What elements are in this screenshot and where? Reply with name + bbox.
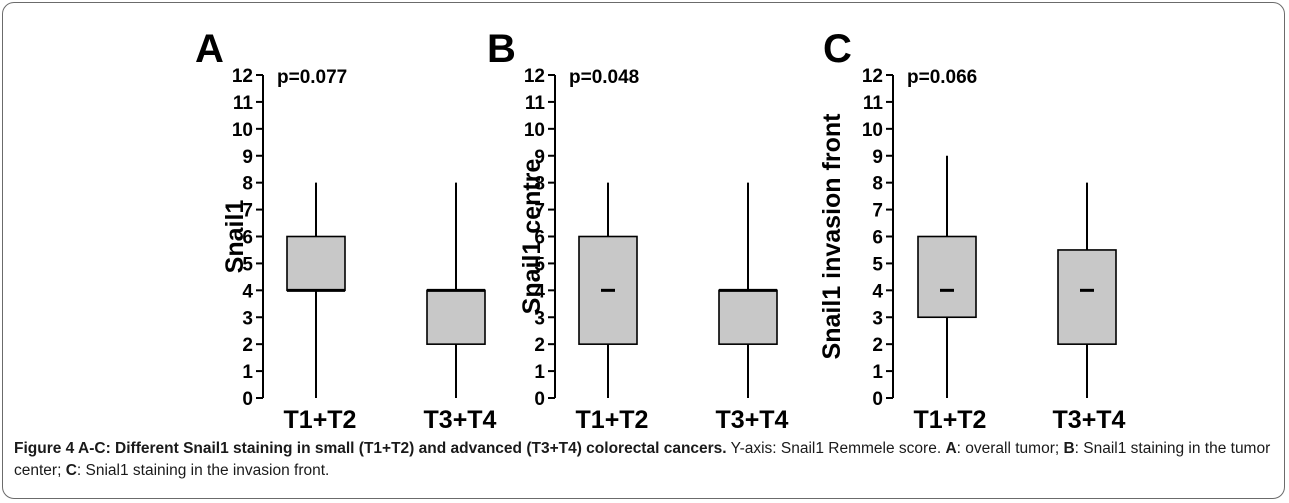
category-label: T3+T4: [716, 406, 789, 430]
category-label: T3+T4: [1053, 406, 1126, 430]
category-label: T1+T2: [576, 406, 649, 430]
caption-label-a: A: [945, 440, 957, 457]
y-tick-label: 2: [242, 335, 253, 356]
y-tick-label: 3: [242, 308, 253, 329]
y-tick-label: 11: [525, 93, 546, 114]
y-tick-label: 11: [863, 93, 884, 114]
y-tick-label: 0: [534, 389, 545, 410]
y-tick-label: 1: [242, 362, 253, 383]
y-tick-label: 8: [534, 174, 545, 195]
y-tick-label: 6: [242, 228, 253, 249]
p-value-annotation: p=0.066: [907, 67, 977, 88]
y-tick-label: 12: [524, 66, 545, 87]
y-tick-label: 10: [524, 120, 545, 141]
y-tick-label: 8: [872, 174, 883, 195]
y-tick-label: 10: [232, 120, 253, 141]
y-tick-label: 9: [534, 147, 545, 168]
category-label: T1+T2: [284, 406, 357, 430]
caption-label-b: B: [1063, 440, 1075, 457]
y-tick-label: 7: [534, 201, 545, 222]
y-tick-label: 6: [534, 228, 545, 249]
y-tick-label: 5: [872, 254, 883, 275]
y-axis-label: Snail1 invasion front: [818, 113, 846, 360]
y-tick-label: 9: [242, 147, 253, 168]
y-tick-label: 0: [242, 389, 253, 410]
y-tick-label: 8: [242, 174, 253, 195]
caption-text-a: : overall tumor;: [956, 440, 1064, 457]
y-tick-label: 11: [233, 93, 254, 114]
y-tick-label: 4: [242, 281, 253, 302]
panel-letter: B: [487, 27, 516, 71]
y-tick-label: 7: [242, 201, 253, 222]
y-tick-label: 1: [534, 362, 545, 383]
category-label: T1+T2: [914, 406, 987, 430]
y-tick-label: 4: [534, 281, 545, 302]
y-tick-label: 7: [872, 201, 883, 222]
y-tick-label: 3: [534, 308, 545, 329]
figure-caption: Figure 4 A-C: Different Snail1 staining …: [14, 438, 1276, 482]
panel-letter: C: [823, 27, 852, 71]
caption-title: Figure 4 A-C: Different Snail1 staining …: [14, 440, 727, 457]
caption-yaxis-text: Y-axis: Snail1 Remmele score.: [726, 440, 946, 457]
y-tick-label: 3: [872, 308, 883, 329]
y-tick-label: 6: [872, 228, 883, 249]
box-2: [1057, 249, 1117, 345]
y-tick-label: 2: [872, 335, 883, 356]
y-tick-label: 9: [872, 147, 883, 168]
p-value-annotation: p=0.048: [569, 67, 639, 88]
panel-letter: A: [195, 27, 224, 71]
box-1: [286, 235, 346, 292]
y-tick-label: 0: [872, 389, 883, 410]
box-1: [917, 235, 977, 319]
p-value-annotation: p=0.077: [277, 67, 347, 88]
y-tick-label: 12: [862, 66, 883, 87]
y-tick-label: 1: [872, 362, 883, 383]
y-axis-label: Snail1: [221, 200, 249, 274]
y-tick-label: 5: [242, 254, 253, 275]
caption-text-b: : Snail1 staining in the tumor center;: [14, 440, 1271, 479]
category-label: T3+T4: [424, 406, 497, 430]
y-tick-label: 10: [862, 120, 883, 141]
box-2: [426, 289, 486, 345]
box-2: [718, 289, 778, 345]
y-tick-label: 4: [872, 281, 883, 302]
y-tick-label: 2: [534, 335, 545, 356]
caption-label-c: C: [65, 462, 77, 479]
y-axis-label: Snail1 centre: [518, 159, 546, 315]
y-tick-label: 12: [232, 66, 253, 87]
y-tick-label: 5: [534, 254, 545, 275]
caption-text-c: : Snial1 staining in the invasion front.: [76, 462, 330, 479]
